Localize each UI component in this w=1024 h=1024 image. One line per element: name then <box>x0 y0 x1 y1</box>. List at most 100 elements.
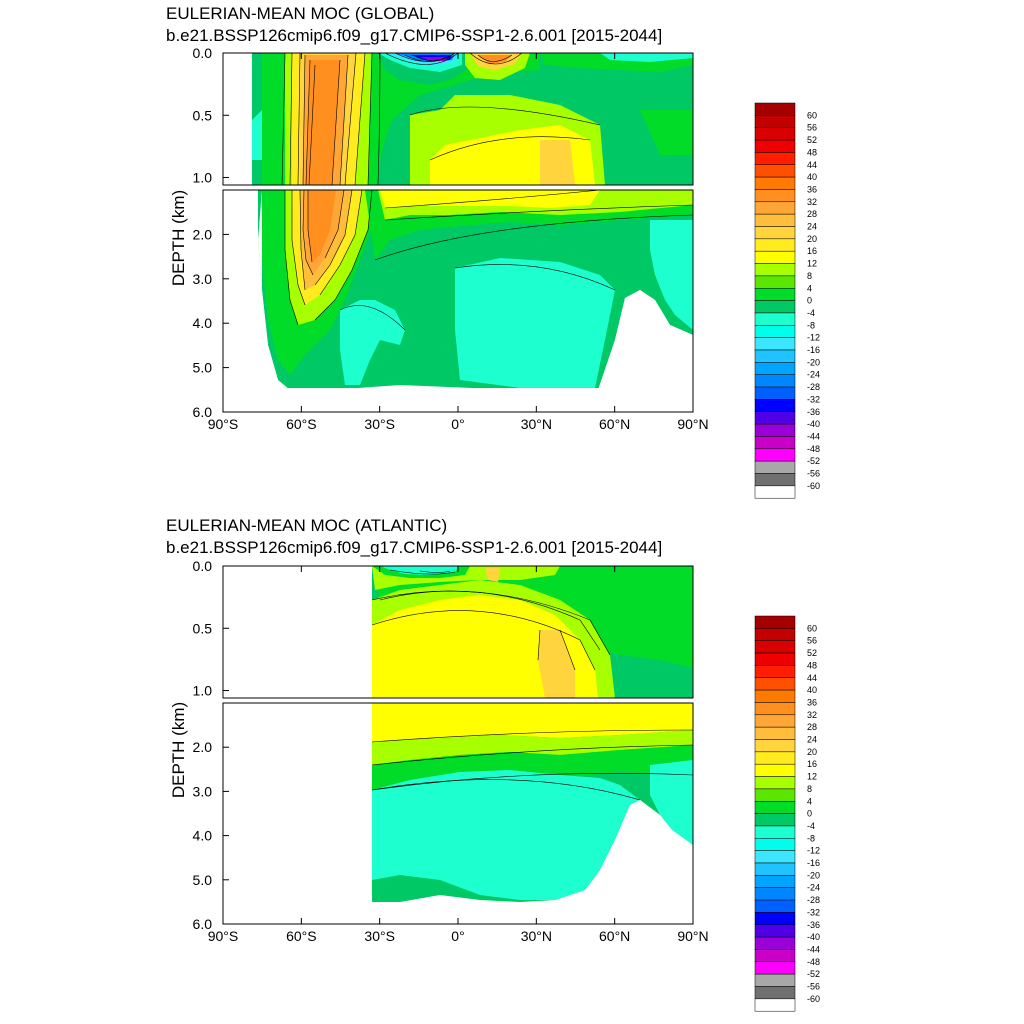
colorbar-swatch <box>754 102 796 116</box>
colorbar-label: -32 <box>807 394 820 404</box>
colorbar-label: -60 <box>807 481 820 491</box>
global-lower-field <box>223 190 693 412</box>
colorbar-label: 28 <box>807 722 817 732</box>
y-tick-label: 1.0 <box>193 683 213 699</box>
colorbar-swatch <box>754 825 796 839</box>
colorbar-label: 16 <box>807 759 817 769</box>
colorbar-label: 12 <box>807 772 817 782</box>
colorbar-label: -12 <box>807 846 820 856</box>
colorbar-swatch <box>754 912 796 926</box>
colorbar-swatch <box>754 763 796 777</box>
global-ticks: 90°S 60°S 30°S 0° 30°N 60°N 90°N 0.0 0.5 1.0 2.0 3.… <box>193 45 709 432</box>
colorbar-swatch <box>754 640 796 654</box>
colorbar-swatch <box>754 473 796 487</box>
colorbar-swatch <box>754 813 796 827</box>
colorbar-swatch <box>754 485 796 499</box>
colorbar-swatch <box>754 460 796 474</box>
colorbar-swatch <box>754 263 796 277</box>
y-tick-label: 3.0 <box>193 271 213 287</box>
colorbar-swatch <box>754 189 796 203</box>
y-tick-label: 0.5 <box>193 620 213 636</box>
x-tick-label: 90°N <box>677 928 708 944</box>
colorbar-label: -56 <box>807 469 820 479</box>
colorbar-swatch <box>754 850 796 864</box>
x-tick-label: 30°N <box>521 416 552 432</box>
colorbar-swatch <box>754 349 796 363</box>
colorbar-swatch <box>754 949 796 963</box>
colorbar-swatch <box>754 998 796 1012</box>
colorbar-label: 8 <box>807 271 812 281</box>
colorbar-swatch <box>754 226 796 240</box>
colorbar-swatch <box>754 312 796 326</box>
colorbar-swatch <box>754 652 796 666</box>
colorbar-swatch <box>754 436 796 450</box>
y-tick-label: 1.0 <box>193 170 213 186</box>
colorbar-swatch <box>754 924 796 938</box>
colorbar-swatch <box>754 300 796 314</box>
x-tick-label: 30°N <box>521 928 552 944</box>
colorbar-label: 4 <box>807 283 812 293</box>
colorbar-swatch <box>754 875 796 888</box>
colorbar-label: 20 <box>807 747 817 757</box>
colorbar-label: -36 <box>807 920 820 930</box>
colorbar-label: -44 <box>807 944 820 954</box>
x-tick-label: 30°S <box>364 928 395 944</box>
y-tick-label: 5.0 <box>193 872 213 888</box>
colorbar-label: -20 <box>807 357 820 367</box>
atlantic-lower-field <box>223 703 693 924</box>
atlantic-subtitle: b.e21.BSSP126cmip6.f09_g17.CMIP6-SSP1-2.… <box>166 538 662 557</box>
colorbar-label: -60 <box>807 994 820 1004</box>
colorbar-swatch <box>754 887 796 901</box>
colorbar-swatch <box>754 973 796 987</box>
colorbar-label: 48 <box>807 660 817 670</box>
colorbar-swatch <box>754 689 796 703</box>
colorbar-label: 0 <box>807 296 812 306</box>
x-tick-label: 60°N <box>599 416 630 432</box>
x-tick-label: 90°S <box>208 416 239 432</box>
y-tick-label: 0.0 <box>193 558 213 574</box>
colorbar-label: -52 <box>807 969 820 979</box>
x-tick-label: 0° <box>451 928 464 944</box>
colorbar-swatch <box>754 176 796 190</box>
colorbar-swatch <box>754 238 796 252</box>
y-tick-label: 3.0 <box>193 783 213 799</box>
y-tick-label: 0.5 <box>193 107 213 123</box>
colorbar-label: 36 <box>807 184 817 194</box>
colorbar-label: -32 <box>807 907 820 917</box>
colorbar-swatch <box>754 739 796 753</box>
colorbar-swatch <box>754 411 796 425</box>
colorbar-swatch <box>754 362 796 375</box>
colorbar-label: 32 <box>807 710 817 720</box>
colorbar-label: 48 <box>807 147 817 157</box>
colorbar-label: -36 <box>807 407 820 417</box>
colorbar-swatch <box>754 448 796 462</box>
colorbar-swatch <box>754 726 796 740</box>
colorbar-swatch <box>754 788 796 802</box>
colorbar-label: -16 <box>807 345 820 355</box>
colorbar-swatch <box>754 776 796 790</box>
colorbar-swatch <box>754 139 796 153</box>
y-tick-label: 4.0 <box>193 315 213 331</box>
colorbar-label: 56 <box>807 636 817 646</box>
colorbar-swatch <box>754 615 796 629</box>
y-tick-label: 6.0 <box>193 404 213 420</box>
colorbar-swatch <box>754 936 796 950</box>
colorbar-label: -16 <box>807 858 820 868</box>
colorbar-swatch <box>754 115 796 128</box>
colorbar-label: -4 <box>807 821 815 831</box>
colorbar-label: -24 <box>807 883 820 893</box>
colorbar-swatch <box>754 250 796 264</box>
x-tick-label: 60°N <box>599 928 630 944</box>
colorbar-label: 60 <box>807 110 817 120</box>
colorbar-label: 40 <box>807 685 817 695</box>
global-colorbar: 60565248444036322824201612840-4-8-12-16-… <box>754 102 820 499</box>
colorbar-label: -40 <box>807 932 820 942</box>
colorbar-label: -28 <box>807 895 820 905</box>
colorbar-swatch <box>754 337 796 351</box>
colorbar-swatch <box>754 386 796 400</box>
colorbar-swatch <box>754 275 796 289</box>
colorbar-label: 24 <box>807 222 817 232</box>
colorbar-swatch <box>754 628 796 641</box>
colorbar-label: 60 <box>807 623 817 633</box>
